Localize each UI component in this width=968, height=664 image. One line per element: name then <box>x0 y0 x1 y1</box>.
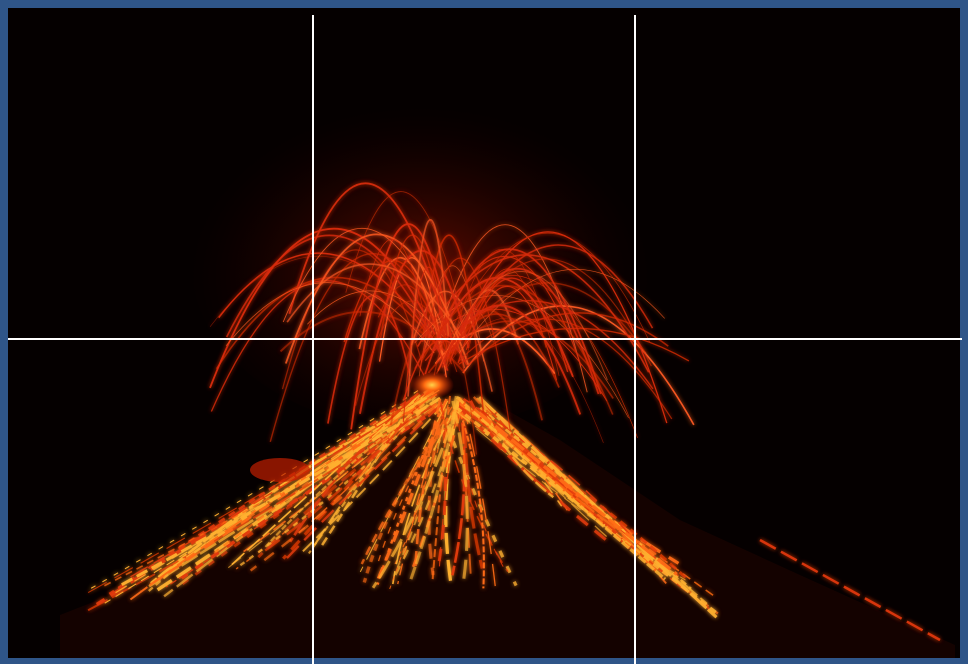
page: (() => { const ns = 'http://www.w3.org/2… <box>0 0 968 664</box>
lava-pool <box>250 458 310 482</box>
crater <box>410 371 454 399</box>
volcano-photo <box>0 0 968 664</box>
